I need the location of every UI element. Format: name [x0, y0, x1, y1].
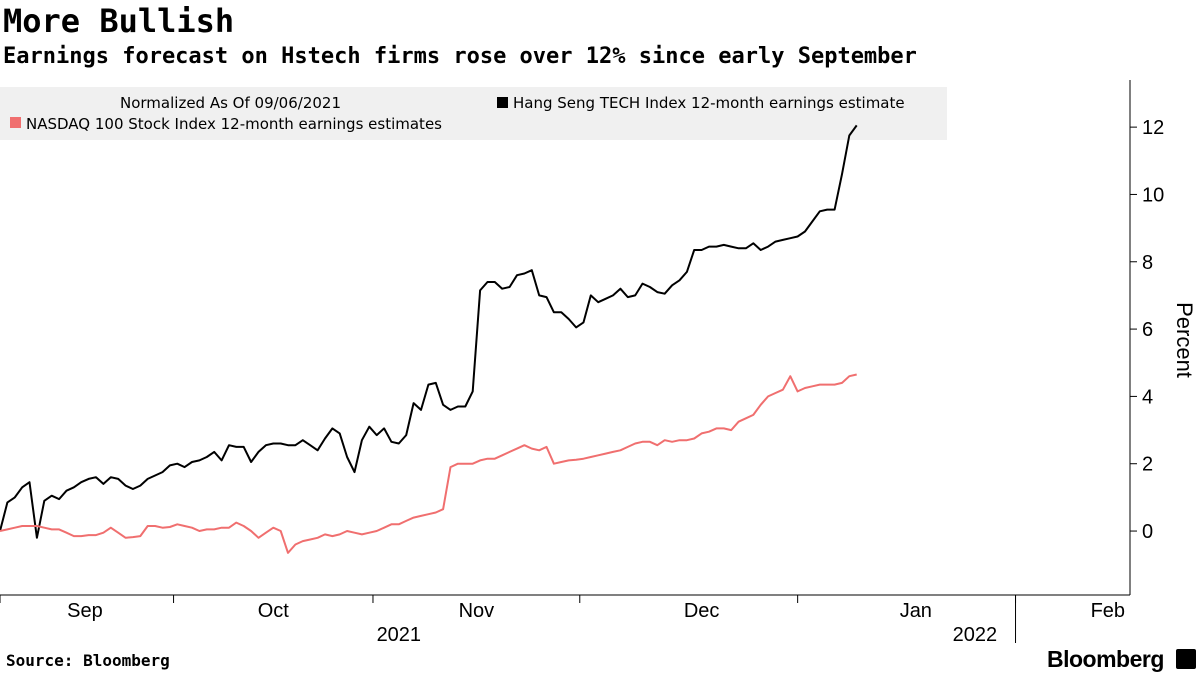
x-tick-label: Sep [67, 600, 103, 622]
chart-subtitle: Earnings forecast on Hstech firms rose o… [3, 44, 917, 69]
legend-swatch-hstech [497, 97, 508, 108]
axes: 0 2 4 6 8 10 12 Sep Oct Nov Dec Jan Feb 2021 2022 [0, 80, 1164, 646]
y-tick-label: 8 [1142, 252, 1153, 274]
legend: Normalized As Of 09/06/2021 Hang Seng TE… [0, 87, 947, 140]
y-tick-label: 6 [1142, 319, 1153, 341]
chart-title: More Bullish [3, 2, 235, 40]
y-tick-label: 12 [1142, 117, 1164, 139]
x-tick-label: Feb [1091, 600, 1125, 622]
y-tick-label: 2 [1142, 454, 1153, 476]
bloomberg-terminal-icon [1176, 649, 1196, 669]
legend-background [0, 87, 947, 140]
x-tick-label: Jan [900, 600, 932, 622]
y-axis-label: Percent [1172, 302, 1197, 378]
legend-swatch-nasdaq [10, 117, 21, 128]
legend-header: Normalized As Of 09/06/2021 [120, 94, 341, 112]
y-tick-label: 0 [1142, 521, 1153, 543]
source-note: Source: Bloomberg [6, 651, 170, 670]
legend-label-hstech: Hang Seng TECH Index 12-month earnings e… [513, 94, 905, 112]
x-tick-label: Dec [684, 600, 720, 622]
x-tick-label: Nov [459, 600, 495, 622]
series-line-nasdaq [0, 373, 857, 554]
y-tick-label: 4 [1142, 386, 1153, 408]
x-year-label: 2021 [377, 624, 422, 646]
bloomberg-logo: Bloomberg [1047, 646, 1164, 672]
y-tick-label: 10 [1142, 184, 1164, 206]
series-line-hstech [0, 124, 858, 539]
x-year-label: 2022 [953, 624, 998, 646]
x-tick-label: Oct [258, 600, 290, 622]
series-lines [0, 124, 858, 554]
legend-label-nasdaq: NASDAQ 100 Stock Index 12-month earnings… [26, 115, 442, 133]
